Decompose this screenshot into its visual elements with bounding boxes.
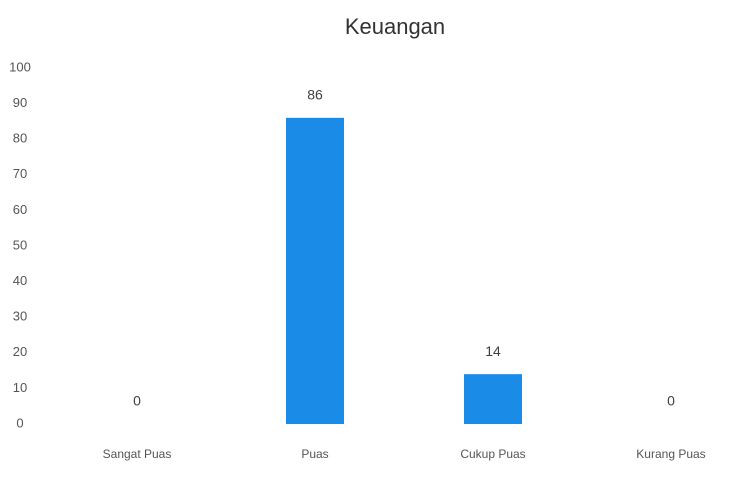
y-tick-label: 90 <box>13 95 27 110</box>
x-tick-label: Cukup Puas <box>460 447 525 461</box>
x-tick-label: Puas <box>301 447 328 461</box>
data-label: 0 <box>667 393 675 409</box>
y-tick-label: 40 <box>13 273 27 288</box>
y-tick-label: 60 <box>13 202 27 217</box>
y-tick-label: 30 <box>13 309 27 324</box>
y-tick-label: 50 <box>13 237 27 252</box>
y-tick-label: 10 <box>13 380 27 395</box>
data-label: 14 <box>485 343 501 359</box>
y-tick-label: 80 <box>13 131 27 146</box>
data-label: 86 <box>307 87 323 103</box>
x-tick-label: Sangat Puas <box>103 447 172 461</box>
y-tick-label: 0 <box>16 415 23 430</box>
x-tick-label: Kurang Puas <box>636 447 705 461</box>
y-tick-label: 20 <box>13 344 27 359</box>
y-tick-label: 70 <box>13 166 27 181</box>
data-label: 0 <box>133 393 141 409</box>
chart-title: Keuangan <box>345 14 445 39</box>
bar <box>286 117 344 424</box>
y-tick-label: 100 <box>9 59 31 74</box>
bar <box>464 374 522 424</box>
